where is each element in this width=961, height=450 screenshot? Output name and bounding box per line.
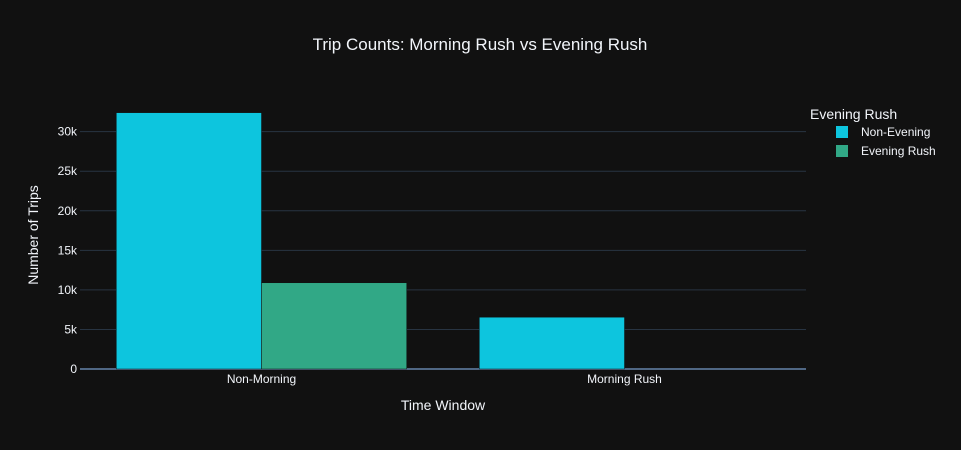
bar[interactable] <box>261 282 407 370</box>
y-axis-title: Number of Trips <box>25 185 41 285</box>
legend: Evening Rush Non-Evening Evening Rush <box>810 106 936 158</box>
y-tick-label: 5k <box>64 322 78 336</box>
y-tick-label: 30k <box>58 125 78 139</box>
x-tick-label: Non-Morning <box>227 372 296 386</box>
legend-label[interactable]: Non-Evening <box>861 125 930 139</box>
bar[interactable] <box>479 316 625 370</box>
bar[interactable] <box>116 112 262 370</box>
legend-swatch[interactable] <box>836 145 848 157</box>
chart-title: Trip Counts: Morning Rush vs Evening Rus… <box>313 35 648 54</box>
y-tick-label: 25k <box>58 164 78 178</box>
x-axis-ticks: Non-Morning Morning Rush <box>227 372 662 386</box>
legend-label[interactable]: Evening Rush <box>861 144 936 158</box>
legend-title: Evening Rush <box>810 106 897 122</box>
y-tick-label: 20k <box>58 204 78 218</box>
y-tick-label: 10k <box>58 283 78 297</box>
legend-swatch[interactable] <box>836 126 848 138</box>
x-tick-label: Morning Rush <box>587 372 662 386</box>
y-tick-label: 0 <box>70 362 77 376</box>
bars <box>116 112 625 370</box>
y-axis-ticks: 0 5k 10k 15k 20k 25k 30k <box>58 125 78 376</box>
y-tick-label: 15k <box>58 243 78 257</box>
x-axis-title: Time Window <box>401 397 486 413</box>
